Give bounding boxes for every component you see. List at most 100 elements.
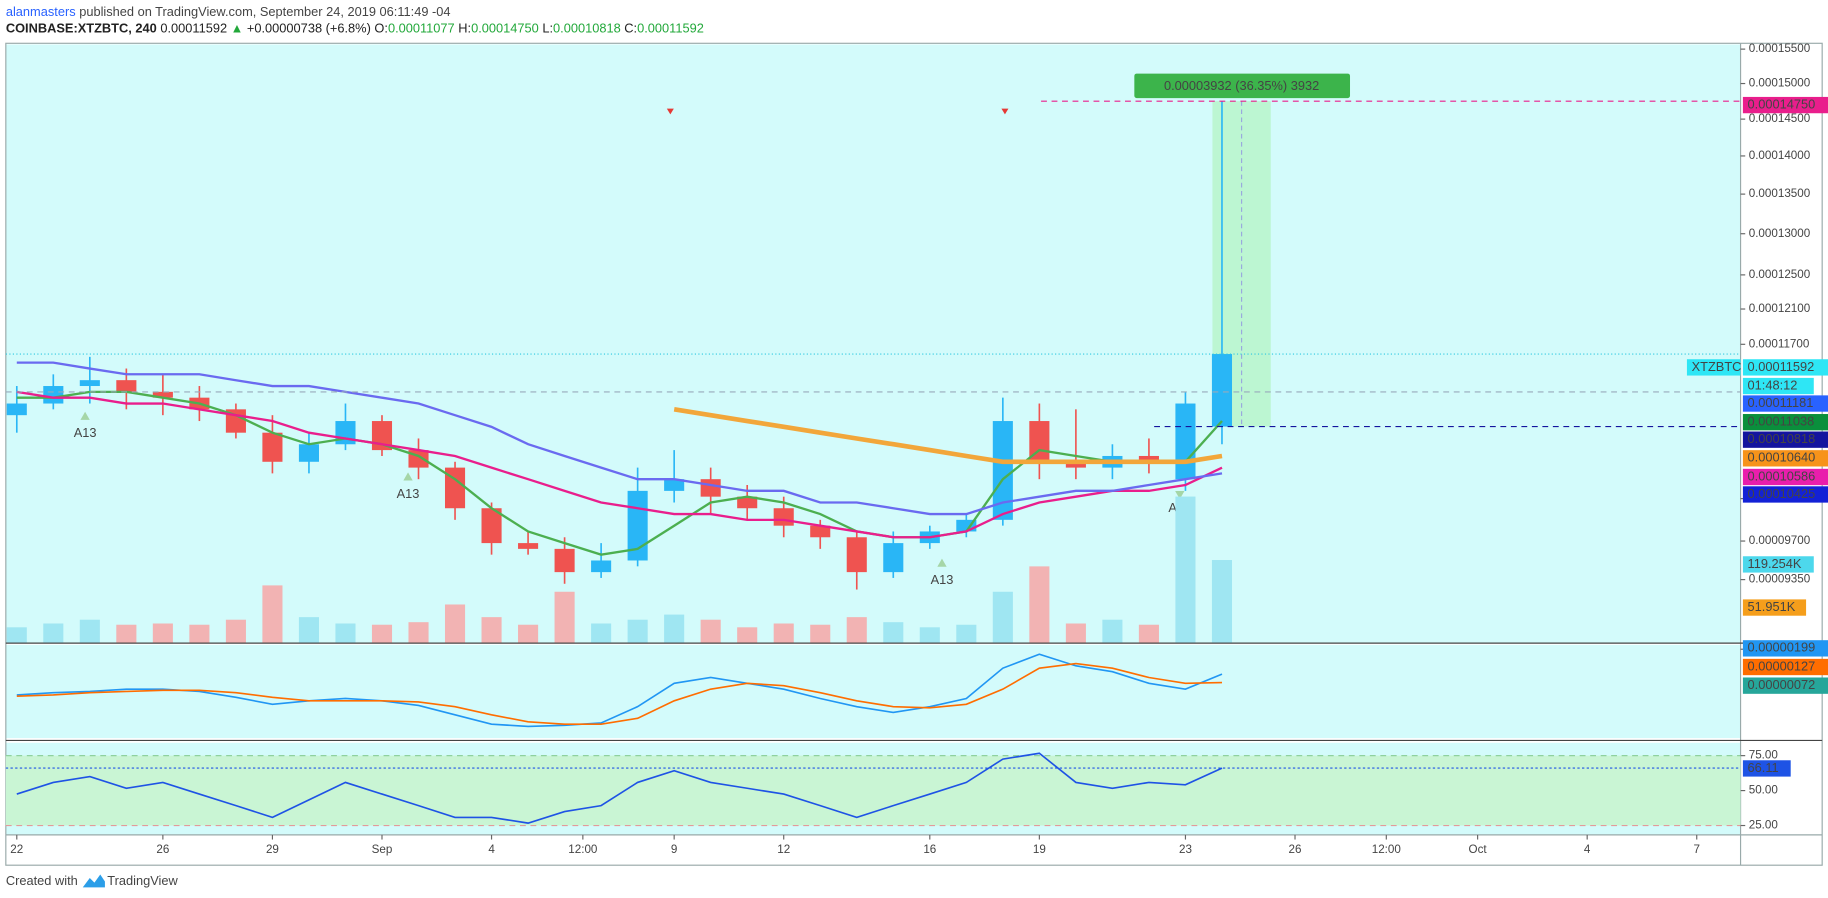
band-fill xyxy=(5,755,1741,826)
signal-marker xyxy=(1001,108,1009,115)
price-tag-label: 0.00011181 xyxy=(1748,395,1814,410)
volume-bar xyxy=(225,619,246,643)
macd-pane xyxy=(5,644,1741,739)
volume-bar xyxy=(554,591,575,643)
symbol-legend: COINBASE:XTZBTC, 240 0.00011592 ▲ +0.000… xyxy=(6,21,704,36)
change: +0.00000738 (+6.8%) xyxy=(247,21,371,36)
y-tick-label: 50.00 xyxy=(1749,784,1779,797)
y-tick-label: 0.00013500 xyxy=(1749,187,1811,200)
price-tag xyxy=(1742,96,1828,114)
price-tag-label: 0.00010586 xyxy=(1748,468,1816,483)
price-tag-label: 0.00000072 xyxy=(1748,677,1816,692)
brand-logo xyxy=(82,874,105,888)
price-tag-label: 0.00011592 xyxy=(1748,359,1815,374)
price-tag-label: 01:48:12 xyxy=(1748,377,1798,392)
price-tag-label: 0.00000199 xyxy=(1748,640,1816,655)
volume-bar xyxy=(408,622,429,643)
y-tick-label: 25.00 xyxy=(1749,819,1779,832)
x-tick-label: 16 xyxy=(923,843,936,856)
price-tag xyxy=(1742,450,1828,467)
price-tag xyxy=(1742,468,1828,486)
x-tick-label: 12:00 xyxy=(1372,843,1402,856)
volume-bar xyxy=(152,623,173,643)
marker-label: A13 xyxy=(74,425,97,440)
price-tag xyxy=(1742,359,1828,376)
volume-bar xyxy=(1175,496,1196,643)
main-pane xyxy=(5,44,1741,643)
volume-bar xyxy=(1065,623,1086,643)
volume-bar xyxy=(481,617,502,643)
price-tag xyxy=(1742,377,1814,395)
change-arrow: ▲ xyxy=(231,21,244,36)
volume-bar xyxy=(883,622,904,643)
marker-label: A13 xyxy=(397,486,420,501)
y-tick-label: 0.00015000 xyxy=(1749,77,1811,90)
x-tick-label: 22 xyxy=(10,843,23,856)
open-label: O: xyxy=(374,21,388,36)
price-tag xyxy=(1742,760,1791,777)
candle-body xyxy=(79,380,100,387)
candle-body xyxy=(664,479,685,491)
high-value: 0.00014750 xyxy=(471,21,539,36)
y-tick-label: 75.00 xyxy=(1749,749,1779,762)
open-value: 0.00011077 xyxy=(388,21,455,36)
indicator-line xyxy=(16,662,1223,725)
volume-bar xyxy=(810,624,831,643)
moving-average xyxy=(16,361,1223,516)
close-label: C: xyxy=(624,21,637,36)
candle-body xyxy=(1211,354,1233,427)
volume-bar xyxy=(1102,619,1123,643)
volume-bar xyxy=(1138,624,1159,643)
y-tick-label: 0.00012100 xyxy=(1749,302,1811,315)
volume-bar xyxy=(116,624,137,643)
footer-brand[interactable]: TradingView xyxy=(107,873,178,888)
price-tag xyxy=(1742,486,1828,503)
candle-body xyxy=(700,479,721,497)
footer: Created with TradingView xyxy=(6,873,179,888)
price-tag-label: 0.00000127 xyxy=(1748,658,1816,673)
x-tick-label: 4 xyxy=(1584,843,1591,856)
published: published on TradingView.com, September … xyxy=(79,4,450,19)
price-tag xyxy=(1742,658,1828,676)
price-tag-prefix-label: XTZBTC xyxy=(1692,359,1742,374)
volume-bar xyxy=(444,604,466,643)
x-tick-label: Oct xyxy=(1469,843,1488,856)
price-tag xyxy=(1742,395,1828,412)
price-tag-label: 0.00011038 xyxy=(1748,414,1815,429)
volume-bar xyxy=(591,623,612,643)
candle-body xyxy=(116,380,137,392)
candle-body xyxy=(1175,403,1196,480)
candle-body xyxy=(262,432,283,462)
volume-bar xyxy=(846,617,867,643)
x-tick-label: 12:00 xyxy=(568,843,598,856)
x-tick-label: 12 xyxy=(777,843,790,856)
candle-body xyxy=(992,421,1013,520)
author[interactable]: alanmasters xyxy=(6,4,76,19)
candle-body xyxy=(591,560,612,573)
candle-body xyxy=(444,467,466,509)
candle-body xyxy=(956,519,977,532)
candle-body xyxy=(298,444,319,462)
candle-body xyxy=(737,496,758,509)
volume-bar xyxy=(1029,566,1050,643)
last-price: 0.00011592 xyxy=(160,21,227,36)
volume-bar xyxy=(262,585,283,643)
volume-bar xyxy=(919,627,940,643)
y-tick-label: 0.00013000 xyxy=(1749,227,1811,240)
volume-bar xyxy=(992,591,1013,643)
price-tag xyxy=(1742,431,1828,448)
x-tick-label: 26 xyxy=(1289,843,1302,856)
volume-bar xyxy=(956,624,977,643)
candle-body xyxy=(846,537,867,573)
price-tag-label: 0.00014750 xyxy=(1748,96,1816,111)
volume-bar xyxy=(335,623,356,643)
candle-body xyxy=(554,548,575,573)
y-tick-label: 0.00009350 xyxy=(1749,573,1811,586)
candle-body xyxy=(481,508,502,544)
x-tick-label: 9 xyxy=(671,843,677,856)
y-tick-label: 0.00009700 xyxy=(1749,534,1811,547)
volume-bar xyxy=(189,624,210,643)
candle-body xyxy=(883,543,904,573)
x-tick-label: Sep xyxy=(372,843,393,856)
